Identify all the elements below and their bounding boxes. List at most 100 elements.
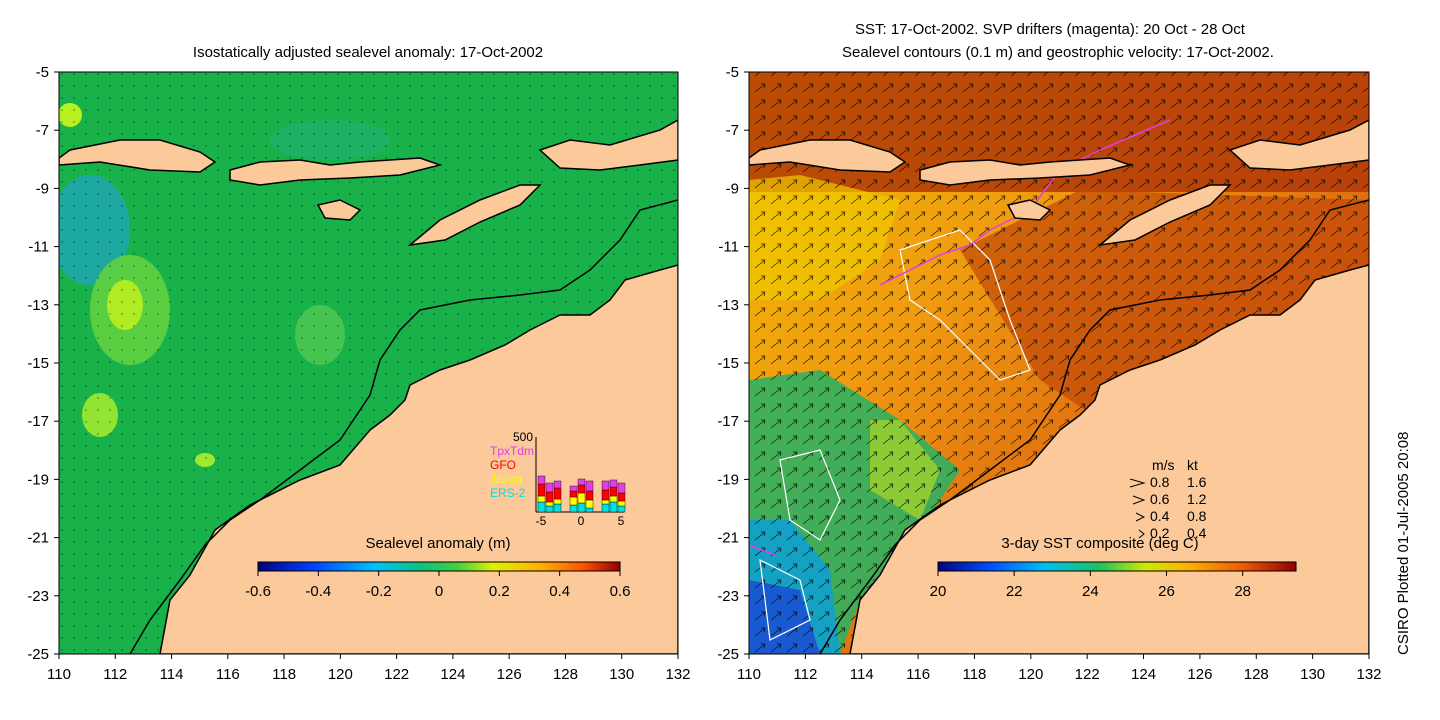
y-tick-label: -21 (717, 530, 739, 547)
inset-bar-segment (577, 502, 586, 513)
y-tick-label: -19 (27, 471, 49, 488)
y-tick-label: -15 (27, 355, 49, 372)
x-tick-label: 130 (1300, 666, 1325, 683)
inset-legend-jason: Jason (490, 472, 522, 486)
inset-x-tick-label: -5 (536, 514, 547, 528)
x-tick-label: 110 (47, 666, 71, 683)
left-y-axis: -5 -7 -9 -11 -13 -15 -17 -19 -21 -23 -25 (27, 64, 59, 663)
inset-bar-segment (545, 505, 554, 513)
x-tick-label: 132 (1356, 666, 1381, 683)
inset-bar-segment (569, 490, 578, 498)
sumba-island-right (1006, 199, 1052, 221)
right-map-title-line1: SST: 17-Oct-2002. SVP drifters (magenta)… (855, 21, 1246, 38)
velocity-legend-ms-header: m/s (1152, 457, 1175, 473)
inset-bar-segment (537, 501, 546, 513)
inset-bar-segment (545, 482, 554, 493)
inset-x-tick-label: 5 (618, 514, 625, 528)
y-tick-label: -23 (717, 588, 739, 605)
inset-bar-segment (569, 496, 578, 506)
y-tick-label: -11 (718, 239, 739, 256)
inset-bar-segment (585, 507, 594, 513)
y-tick-label: -5 (726, 64, 739, 81)
y-tick-label: -17 (27, 413, 49, 430)
inset-bar-segment (609, 486, 618, 497)
x-tick-label: 126 (497, 666, 522, 683)
y-tick-label: -19 (717, 471, 739, 488)
java-island (59, 139, 217, 173)
right-colorbar (937, 561, 1297, 572)
shelf-contour (129, 199, 678, 654)
x-tick-label: 122 (1075, 666, 1100, 683)
velocity-legend-kt-header: kt (1187, 457, 1198, 473)
y-tick-label: -11 (28, 239, 49, 256)
australia-landmass-right (849, 264, 1369, 654)
inset-bar-segment (553, 480, 562, 489)
x-tick-label: 122 (384, 666, 409, 683)
right-x-axis: 110 112 114 116 118 120 122 124 126 128 130 132 (737, 654, 1382, 683)
inset-bar-segment (609, 479, 618, 488)
inset-bar-segment (545, 491, 554, 503)
inset-bar-segment (601, 489, 610, 501)
x-tick-label: 132 (665, 666, 690, 683)
java-island-right (749, 139, 907, 173)
inset-bar-segment (601, 480, 610, 491)
inset-x-ticks: -5 0 5 (536, 514, 625, 528)
velocity-legend-ms: 0.8 (1150, 474, 1170, 490)
velocity-legend-kt: 0.8 (1187, 508, 1207, 524)
banda-islands-right (1228, 119, 1369, 171)
y-tick-label: -17 (717, 413, 739, 430)
velocity-legend-arrow (1132, 495, 1146, 505)
y-tick-label: -7 (726, 122, 739, 139)
inset-bar-segment (609, 501, 618, 513)
x-tick-label: 130 (609, 666, 634, 683)
y-tick-label: -13 (717, 297, 739, 314)
right-y-axis: -5 -7 -9 -11 -13 -15 -17 -19 -21 -23 -25 (717, 64, 749, 663)
banda-islands (538, 119, 678, 171)
velocity-legend-rows: 0.8 1.60.6 1.20.4 0.80.2 0.4 (1129, 474, 1207, 541)
timor-island-right (1097, 184, 1232, 247)
y-tick-label: -9 (726, 180, 739, 197)
inset-bar-segment (545, 501, 554, 507)
timor-island (407, 184, 542, 247)
inset-legend-tpxtdm: TpxTdm (490, 444, 534, 458)
y-tick-label: -25 (717, 646, 739, 663)
inset-bar-segment (617, 492, 626, 502)
colorbar-tick-label: -0.2 (366, 583, 392, 600)
y-tick-label: -23 (27, 588, 49, 605)
left-x-axis: 110 112 114 116 118 120 122 124 126 128 130 132 (47, 654, 691, 683)
x-tick-label: 120 (328, 666, 353, 683)
velocity-legend-ms: 0.6 (1150, 491, 1170, 507)
plot-credit: CSIRO Plotted 01-Jul-2005 20:08 (1395, 432, 1412, 655)
left-colorbar (257, 561, 621, 572)
right-colorbar-label: 3-day SST composite (deg C) (1001, 535, 1198, 552)
velocity-legend-arrow (1135, 512, 1146, 522)
velocity-legend-arrow (1138, 529, 1145, 539)
inset-bar-segment (601, 503, 610, 513)
x-tick-label: 114 (160, 666, 184, 683)
y-tick-label: -15 (717, 355, 739, 372)
y-tick-label: -9 (36, 180, 49, 197)
colorbar-tick-label: 24 (1082, 583, 1099, 600)
inset-bar-segment (577, 492, 586, 504)
x-tick-label: 128 (1244, 666, 1269, 683)
inset-bar-segment (537, 475, 546, 485)
inset-bar-segment (553, 503, 562, 513)
sealevel-contour-southwest (759, 558, 811, 641)
velocity-legend-arrow (1129, 478, 1146, 488)
x-tick-label: 124 (1131, 666, 1156, 683)
inset-bar-segment (537, 483, 546, 497)
sumba-island (316, 199, 362, 221)
x-tick-label: 120 (1018, 666, 1043, 683)
left-map-title: Isostatically adjusted sealevel anomaly:… (193, 44, 543, 61)
colorbar-tick-label: 0.4 (549, 583, 570, 600)
colorbar-tick-label: 20 (930, 583, 947, 600)
y-tick-label: -13 (27, 297, 49, 314)
right-map-plot (749, 72, 1369, 654)
lesser-sunda-islands-right (919, 157, 1133, 186)
velocity-legend-kt: 1.6 (1187, 474, 1207, 490)
inset-bar-segment (617, 505, 626, 513)
left-map-plot (59, 72, 678, 654)
y-tick-label: -5 (36, 64, 49, 81)
inset-bar-segment (585, 499, 594, 509)
left-colorbar-ticks: -0.6 -0.4 -0.2 0 0.2 0.4 0.6 (245, 571, 630, 600)
